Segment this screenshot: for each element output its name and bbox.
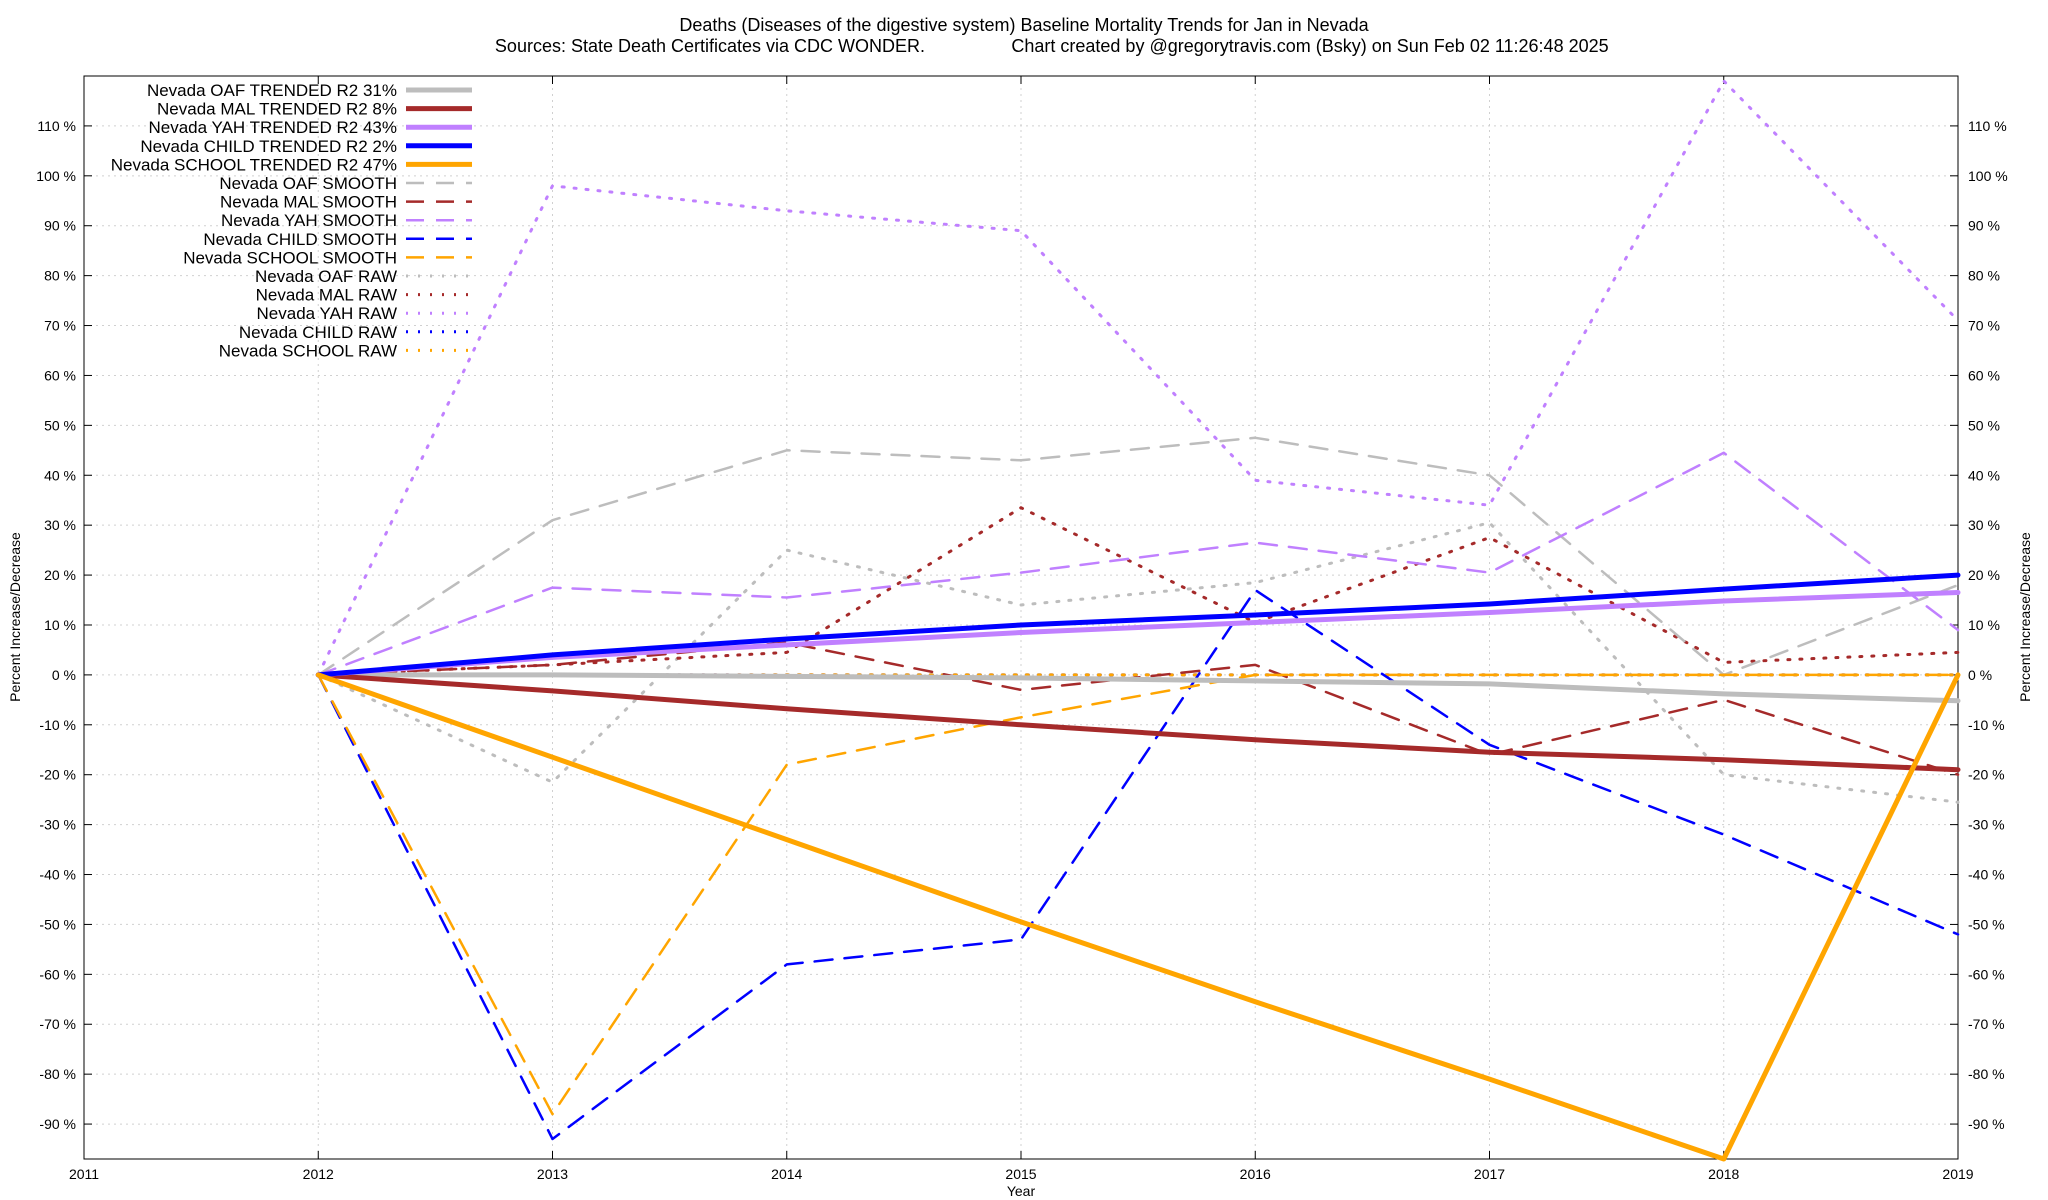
y-tick-label-right: 60 % xyxy=(1968,367,2000,383)
y-tick-label-right: 50 % xyxy=(1968,417,2000,433)
legend-label: Nevada CHILD SMOOTH xyxy=(203,230,397,249)
series-line-nevada-yah-smooth xyxy=(317,451,1960,677)
series-line-nevada-school-trended-r2-47 xyxy=(315,672,1961,1162)
y-tick-label-left: 30 % xyxy=(44,517,76,533)
y-tick-label-right: -10 % xyxy=(1968,717,2005,733)
y-tick-label-left: 70 % xyxy=(44,318,76,334)
x-tick-label: 2016 xyxy=(1240,1166,1271,1182)
y-tick-label-left: 40 % xyxy=(44,467,76,483)
series-line-nevada-mal-smooth xyxy=(317,641,1960,776)
x-tick-label: 2019 xyxy=(1942,1166,1973,1182)
y-tick-label-right: -40 % xyxy=(1968,867,2005,883)
y-tick-label-left: 90 % xyxy=(44,218,76,234)
y-tick-label-left: 50 % xyxy=(44,417,76,433)
chart-title: Deaths (Diseases of the digestive system… xyxy=(679,15,1369,35)
legend-label: Nevada SCHOOL RAW xyxy=(219,341,397,360)
y-tick-label-right: 90 % xyxy=(1968,218,2000,234)
series-line-nevada-yah-trended-r2-43 xyxy=(315,590,1961,678)
y-tick-label-left: -80 % xyxy=(39,1066,76,1082)
series-lines xyxy=(315,79,1961,1162)
x-tick-label: 2014 xyxy=(771,1166,802,1182)
axis-ticks: 110 % 110 % 100 % 100 % 90 % 90 % 80 % 80 % 70 %… xyxy=(36,76,2008,1182)
y-tick-label-left: -50 % xyxy=(39,916,76,932)
legend-label: Nevada MAL TRENDED R2 8% xyxy=(157,100,397,119)
y-tick-label-right: 80 % xyxy=(1968,268,2000,284)
y-tick-label-right: -20 % xyxy=(1968,767,2005,783)
series-line-nevada-mal-trended-r2-8 xyxy=(315,672,1961,773)
legend-label: Nevada YAH SMOOTH xyxy=(221,211,397,230)
y-tick-label-right: 40 % xyxy=(1968,467,2000,483)
y-tick-label-left: 100 % xyxy=(36,168,76,184)
y-tick-label-left: 60 % xyxy=(44,367,76,383)
x-tick-label: 2013 xyxy=(537,1166,568,1182)
chart-subtitle-credit: Chart created by @gregorytravis.com (Bsk… xyxy=(1011,36,1608,56)
y-tick-label-right: 100 % xyxy=(1968,168,2008,184)
y-tick-label-right: 110 % xyxy=(1968,118,2007,134)
x-tick-label: 2011 xyxy=(69,1166,99,1182)
y-tick-label-right: 0 % xyxy=(1968,667,1992,683)
y-tick-label-left: -10 % xyxy=(39,717,76,733)
y-tick-label-left: -60 % xyxy=(39,966,76,982)
y-tick-label-right: -90 % xyxy=(1968,1116,2005,1132)
series-line-nevada-child-smooth xyxy=(317,588,1960,1141)
series-line-nevada-child-trended-r2-2 xyxy=(315,572,1961,678)
y-tick-label-right: 30 % xyxy=(1968,517,2000,533)
series-line-nevada-oaf-raw xyxy=(316,521,1960,804)
legend-label: Nevada MAL SMOOTH xyxy=(220,193,397,212)
x-tick-label: 2017 xyxy=(1474,1166,1505,1182)
y-tick-label-right: 20 % xyxy=(1968,567,2000,583)
chart-subtitle-source: Sources: State Death Certificates via CD… xyxy=(495,36,925,56)
x-tick-label: 2015 xyxy=(1005,1166,1036,1182)
legend-label: Nevada SCHOOL SMOOTH xyxy=(183,248,397,267)
y-tick-label-right: -60 % xyxy=(1968,966,2005,982)
y-tick-label-left: 20 % xyxy=(44,567,76,583)
legend-label: Nevada CHILD RAW xyxy=(239,323,397,342)
legend-label: Nevada YAH TRENDED R2 43% xyxy=(149,118,398,137)
legend-label: Nevada OAF RAW xyxy=(255,267,397,286)
x-tick-label: 2012 xyxy=(303,1166,334,1182)
y-tick-label-left: 0 % xyxy=(52,667,76,683)
y-tick-label-left: -70 % xyxy=(39,1016,76,1032)
y-tick-label-left: 110 % xyxy=(37,118,76,134)
y-tick-label-left: -30 % xyxy=(39,817,76,833)
legend-label: Nevada YAH RAW xyxy=(257,304,397,323)
y-tick-label-right: 10 % xyxy=(1968,617,2000,633)
legend-label: Nevada OAF TRENDED R2 31% xyxy=(147,81,397,100)
legend-label: Nevada CHILD TRENDED R2 2% xyxy=(140,137,397,156)
series-line-nevada-yah-raw xyxy=(316,79,1960,677)
y-tick-label-right: -80 % xyxy=(1968,1066,2005,1082)
y-tick-label-left: -40 % xyxy=(39,867,76,883)
y-axis-label-right: Percent Increase/Decrease xyxy=(2017,532,2033,702)
y-tick-label-left: 10 % xyxy=(44,617,76,633)
legend-label: Nevada SCHOOL TRENDED R2 47% xyxy=(111,155,397,174)
series-line-nevada-oaf-smooth xyxy=(317,436,1960,677)
y-tick-label-left: -20 % xyxy=(39,767,76,783)
y-tick-label-right: -30 % xyxy=(1968,817,2005,833)
legend-label: Nevada OAF SMOOTH xyxy=(219,174,397,193)
legend: Nevada OAF TRENDED R2 31%Nevada MAL TREN… xyxy=(111,81,472,360)
y-tick-label-right: -50 % xyxy=(1968,916,2005,932)
x-tick-label: 2018 xyxy=(1708,1166,1739,1182)
series-line-nevada-school-smooth xyxy=(317,673,1960,1116)
y-tick-label-right: 70 % xyxy=(1968,318,2000,334)
y-tick-label-left: -90 % xyxy=(39,1116,76,1132)
y-tick-label-right: -70 % xyxy=(1968,1016,2005,1032)
x-axis-label: Year xyxy=(1007,1183,1036,1199)
y-axis-label-left: Percent Increase/Decrease xyxy=(7,532,23,702)
legend-label: Nevada MAL RAW xyxy=(256,286,397,305)
y-tick-label-left: 80 % xyxy=(44,268,76,284)
series-line-nevada-oaf-trended-r2-31 xyxy=(315,672,1961,704)
